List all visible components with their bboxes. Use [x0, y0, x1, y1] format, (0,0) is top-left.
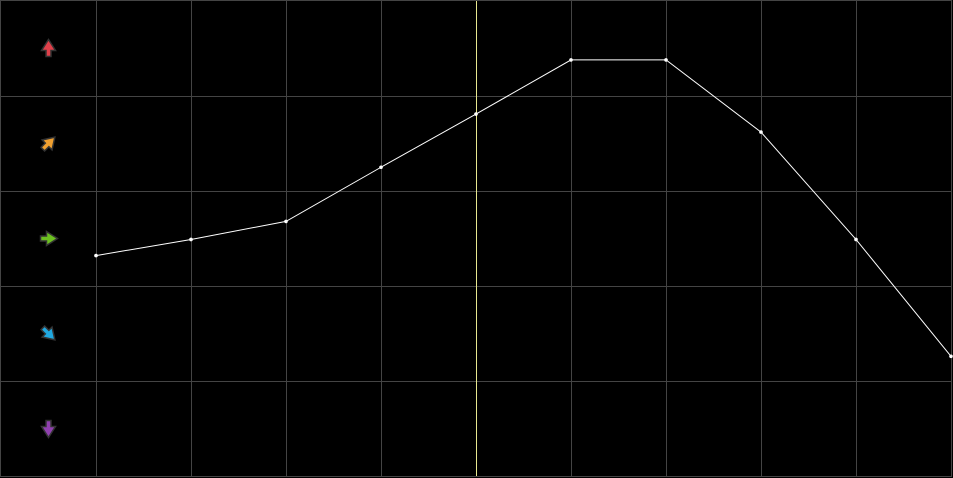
data-point [569, 58, 573, 62]
data-point [379, 165, 383, 170]
data-point [664, 58, 668, 62]
arrow-down-icon [40, 419, 57, 439]
arrow-up-right-icon [40, 136, 56, 152]
data-point [189, 237, 193, 242]
data-point [854, 237, 858, 242]
data-point [949, 354, 953, 359]
series-line [95, 59, 952, 357]
data-point [759, 130, 763, 134]
data-point [474, 112, 478, 116]
arrow-right-icon [39, 230, 59, 247]
data-point [284, 219, 288, 224]
arrow-up-icon [40, 38, 57, 58]
data-point [94, 253, 98, 258]
arrow-down-right-icon [40, 325, 56, 341]
